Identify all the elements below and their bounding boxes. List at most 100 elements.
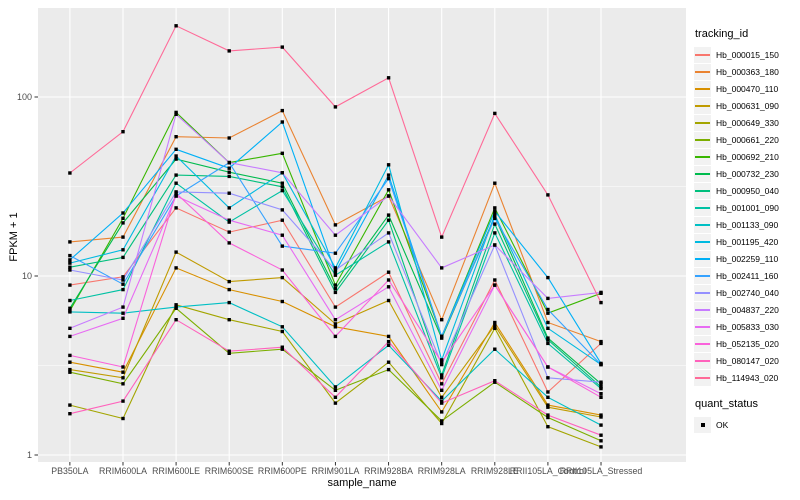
data-point: [280, 181, 284, 185]
data-point: [493, 379, 497, 383]
series-color-key-icon: [694, 46, 711, 63]
data-point: [546, 193, 550, 197]
legend-entry: Hb_000649_330: [694, 114, 800, 131]
x-tick-label: RRIM600SE: [205, 466, 254, 476]
data-point: [386, 218, 391, 222]
data-point: [227, 160, 231, 165]
data-point: [280, 185, 284, 189]
data-point: [493, 222, 497, 226]
legend-entry-label: Hb_002259_110: [716, 253, 779, 264]
axis-ticks: [34, 96, 602, 466]
data-point: [333, 325, 338, 329]
data-point: [280, 268, 284, 272]
data-point: [280, 275, 284, 280]
legend-title-tracking-id: tracking_id: [695, 28, 749, 40]
legend-entry: Hb_052135_020: [694, 335, 800, 352]
data-point: [599, 433, 603, 437]
legend-entry: Hb_005833_030: [694, 318, 800, 335]
data-point: [493, 213, 497, 217]
x-tick-label: RRII105LA_Control: [510, 466, 586, 476]
data-point: [493, 231, 497, 235]
data-point: [493, 278, 497, 282]
data-point: [440, 421, 444, 426]
data-point: [333, 318, 338, 322]
data-point: [68, 298, 72, 303]
data-point: [227, 191, 231, 195]
data-point: [546, 336, 550, 340]
data-point: [599, 339, 603, 344]
data-point: [440, 388, 444, 392]
data-point: [599, 362, 603, 367]
data-point: [174, 135, 178, 139]
data-point: [68, 334, 72, 339]
data-point: [280, 171, 284, 175]
data-points: [68, 24, 603, 449]
data-point: [546, 403, 550, 407]
legend-entry-label: Hb_000015_150: [716, 49, 779, 60]
legend-entry-ok-label: OK: [716, 419, 729, 430]
data-point: [386, 231, 391, 235]
data-point: [121, 416, 125, 421]
series-color-key-icon: [694, 182, 711, 199]
data-point: [121, 370, 125, 374]
data-point: [227, 300, 231, 305]
data-point: [440, 395, 444, 399]
data-point: [440, 235, 444, 239]
legend-entry-label: Hb_002740_040: [716, 287, 779, 298]
data-point: [440, 382, 444, 386]
data-point: [68, 403, 72, 407]
data-point: [599, 392, 603, 396]
series-color-key-icon: [694, 335, 711, 352]
data-point: [599, 386, 603, 391]
data-point: [121, 316, 125, 320]
x-tick-label: RRIM600LE: [152, 466, 200, 476]
legend-entry-label: Hb_052135_020: [716, 338, 779, 349]
legend-entry-label: Hb_114943_020: [716, 372, 779, 383]
data-point: [174, 305, 178, 309]
data-point: [333, 273, 338, 277]
data-point: [227, 136, 231, 140]
data-point: [68, 283, 72, 287]
data-point: [333, 286, 338, 291]
data-point: [174, 112, 178, 116]
legend-entry: Hb_002259_110: [694, 250, 800, 267]
data-point: [227, 174, 231, 179]
data-point: [174, 206, 178, 210]
data-point: [546, 395, 550, 399]
data-point: [333, 270, 338, 274]
x-tick-label: RRIM600LA: [99, 466, 147, 476]
series-color-key-icon: [694, 114, 711, 131]
data-point: [174, 250, 178, 254]
data-point: [121, 365, 125, 369]
data-point: [546, 413, 550, 417]
data-point: [174, 157, 178, 161]
data-point: [68, 261, 72, 265]
data-point: [174, 318, 178, 322]
data-point: [68, 412, 72, 416]
data-point: [68, 360, 72, 364]
data-point: [333, 322, 338, 326]
x-tick-label: RRII105LA_Stressed: [560, 466, 643, 476]
data-point: [174, 194, 178, 198]
data-point: [386, 240, 391, 244]
data-point: [599, 415, 603, 419]
data-point: [440, 358, 444, 362]
data-point: [493, 111, 497, 116]
series-color-key-icon: [694, 165, 711, 182]
data-point: [386, 360, 391, 364]
series-color-key-icon: [694, 148, 711, 165]
data-point: [280, 244, 284, 248]
data-point: [68, 258, 72, 262]
data-point: [174, 303, 178, 307]
series-color-key-icon: [694, 284, 711, 301]
legend-entry-label: Hb_004837_220: [716, 304, 779, 315]
data-point: [227, 206, 231, 210]
data-point: [386, 339, 391, 344]
data-point: [546, 307, 550, 312]
data-point: [599, 439, 603, 443]
data-point: [280, 45, 284, 49]
legend-entry: Hb_001001_090: [694, 199, 800, 216]
data-point: [599, 380, 603, 384]
data-point: [280, 233, 284, 237]
